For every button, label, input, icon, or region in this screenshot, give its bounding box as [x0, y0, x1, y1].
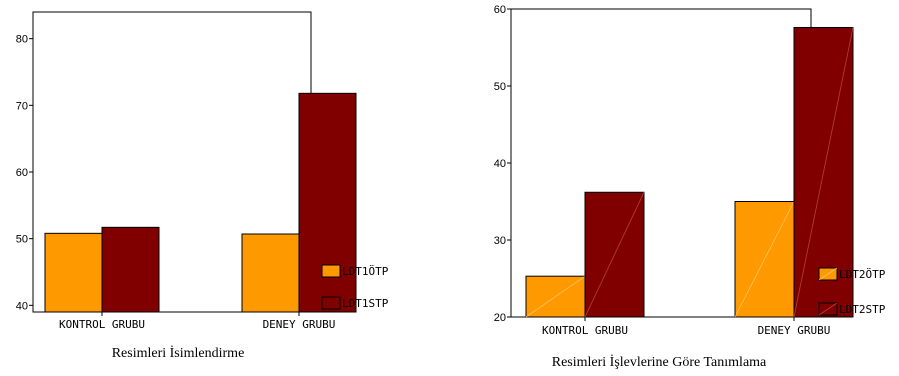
legend-swatch-shade — [818, 267, 838, 281]
bar-diagonal-shade — [525, 275, 586, 318]
y-tick-label: 80 — [16, 34, 28, 46]
legend-swatch — [321, 296, 341, 310]
y-tick-label: 70 — [16, 100, 28, 112]
bar — [298, 92, 357, 313]
legend-label: LDT2ÖTP — [839, 268, 886, 281]
legend-swatch-shade — [818, 302, 838, 316]
y-tick-label: 40 — [494, 158, 506, 170]
y-tick-label: 50 — [16, 234, 28, 246]
legend-label: LDT1ÖTP — [342, 265, 389, 278]
y-tick-label: 30 — [494, 235, 506, 247]
chart-2: 20 30 40 50 60 KONTROL GRUBU DENEY GRUBU LDT2… — [494, 4, 886, 370]
x-axis-2: KONTROL GRUBU DENEY GRUBU — [542, 317, 830, 337]
x-tick-label: KONTROL GRUBU — [542, 324, 628, 337]
x-tick-label: KONTROL GRUBU — [59, 318, 145, 331]
bar-diagonal-shade — [793, 27, 854, 318]
x-axis-1: KONTROL GRUBU DENEY GRUBU — [59, 312, 335, 331]
y-tick-label: 60 — [494, 4, 506, 16]
bar — [44, 232, 103, 313]
legend-label: LDT2STP — [839, 303, 886, 316]
chart-title-2: Resimleri İşlevlerine Göre Tanımlama — [552, 354, 767, 370]
legend-label: LDT1STP — [342, 297, 389, 310]
chart-title-1: Resimleri İsimlendirme — [112, 345, 245, 361]
x-tick-label: DENEY GRUBU — [758, 324, 831, 337]
legend-swatch — [321, 264, 341, 278]
y-tick-label: 40 — [16, 300, 28, 312]
bars-2 — [525, 26, 854, 318]
bar — [101, 226, 160, 313]
chart-1: 40 50 60 70 80 KONTROL GRUBU DENEY GRUBU LDT1… — [16, 11, 389, 361]
y-tick-label: 50 — [494, 81, 506, 93]
bar — [241, 233, 300, 313]
bars-1 — [44, 92, 357, 313]
bar-diagonal-shade — [584, 192, 645, 318]
bar-diagonal-shade — [734, 201, 795, 318]
x-tick-label: DENEY GRUBU — [263, 318, 336, 331]
y-axis-1: 40 50 60 70 80 — [16, 34, 33, 312]
y-tick-label: 60 — [16, 167, 28, 179]
y-tick-label: 20 — [494, 312, 506, 324]
legend-2: LDT2ÖTP LDT2STP — [818, 267, 886, 316]
y-axis-2: 20 30 40 50 60 — [494, 4, 511, 324]
legend-1: LDT1ÖTP LDT1STP — [321, 264, 389, 310]
